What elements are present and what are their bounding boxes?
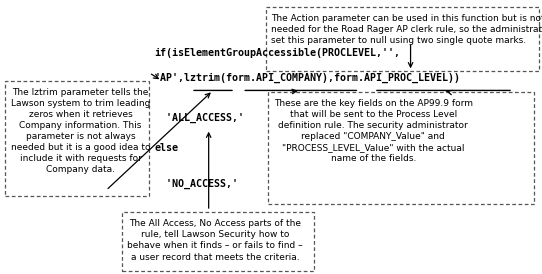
Text: else: else	[154, 143, 178, 153]
Text: These are the key fields on the AP99.9 form
that will be sent to the Process Lev: These are the key fields on the AP99.9 f…	[274, 99, 473, 163]
FancyBboxPatch shape	[5, 81, 149, 196]
FancyBboxPatch shape	[268, 92, 534, 204]
Text: 'ALL_ACCESS,': 'ALL_ACCESS,'	[154, 113, 244, 123]
Text: 'NO_ACCESS,': 'NO_ACCESS,'	[154, 178, 238, 189]
Text: if(isElementGroupAccessible(PROCLEVEL,'',: if(isElementGroupAccessible(PROCLEVEL,''…	[154, 48, 401, 58]
FancyBboxPatch shape	[122, 212, 314, 271]
Text: The All Access, No Access parts of the
rule, tell Lawson Security how to
behave : The All Access, No Access parts of the r…	[127, 219, 303, 261]
Text: The Action parameter can be used in this function but is not
needed for the Road: The Action parameter can be used in this…	[271, 14, 542, 45]
FancyBboxPatch shape	[266, 7, 539, 71]
Text: The lztrim parameter tells the
Lawson system to trim leading
zeros when it retri: The lztrim parameter tells the Lawson sy…	[11, 88, 150, 174]
Text: 'AP',lztrim(form.API_COMPANY),form.API_PROC_LEVEL)): 'AP',lztrim(form.API_COMPANY),form.API_P…	[154, 73, 461, 83]
